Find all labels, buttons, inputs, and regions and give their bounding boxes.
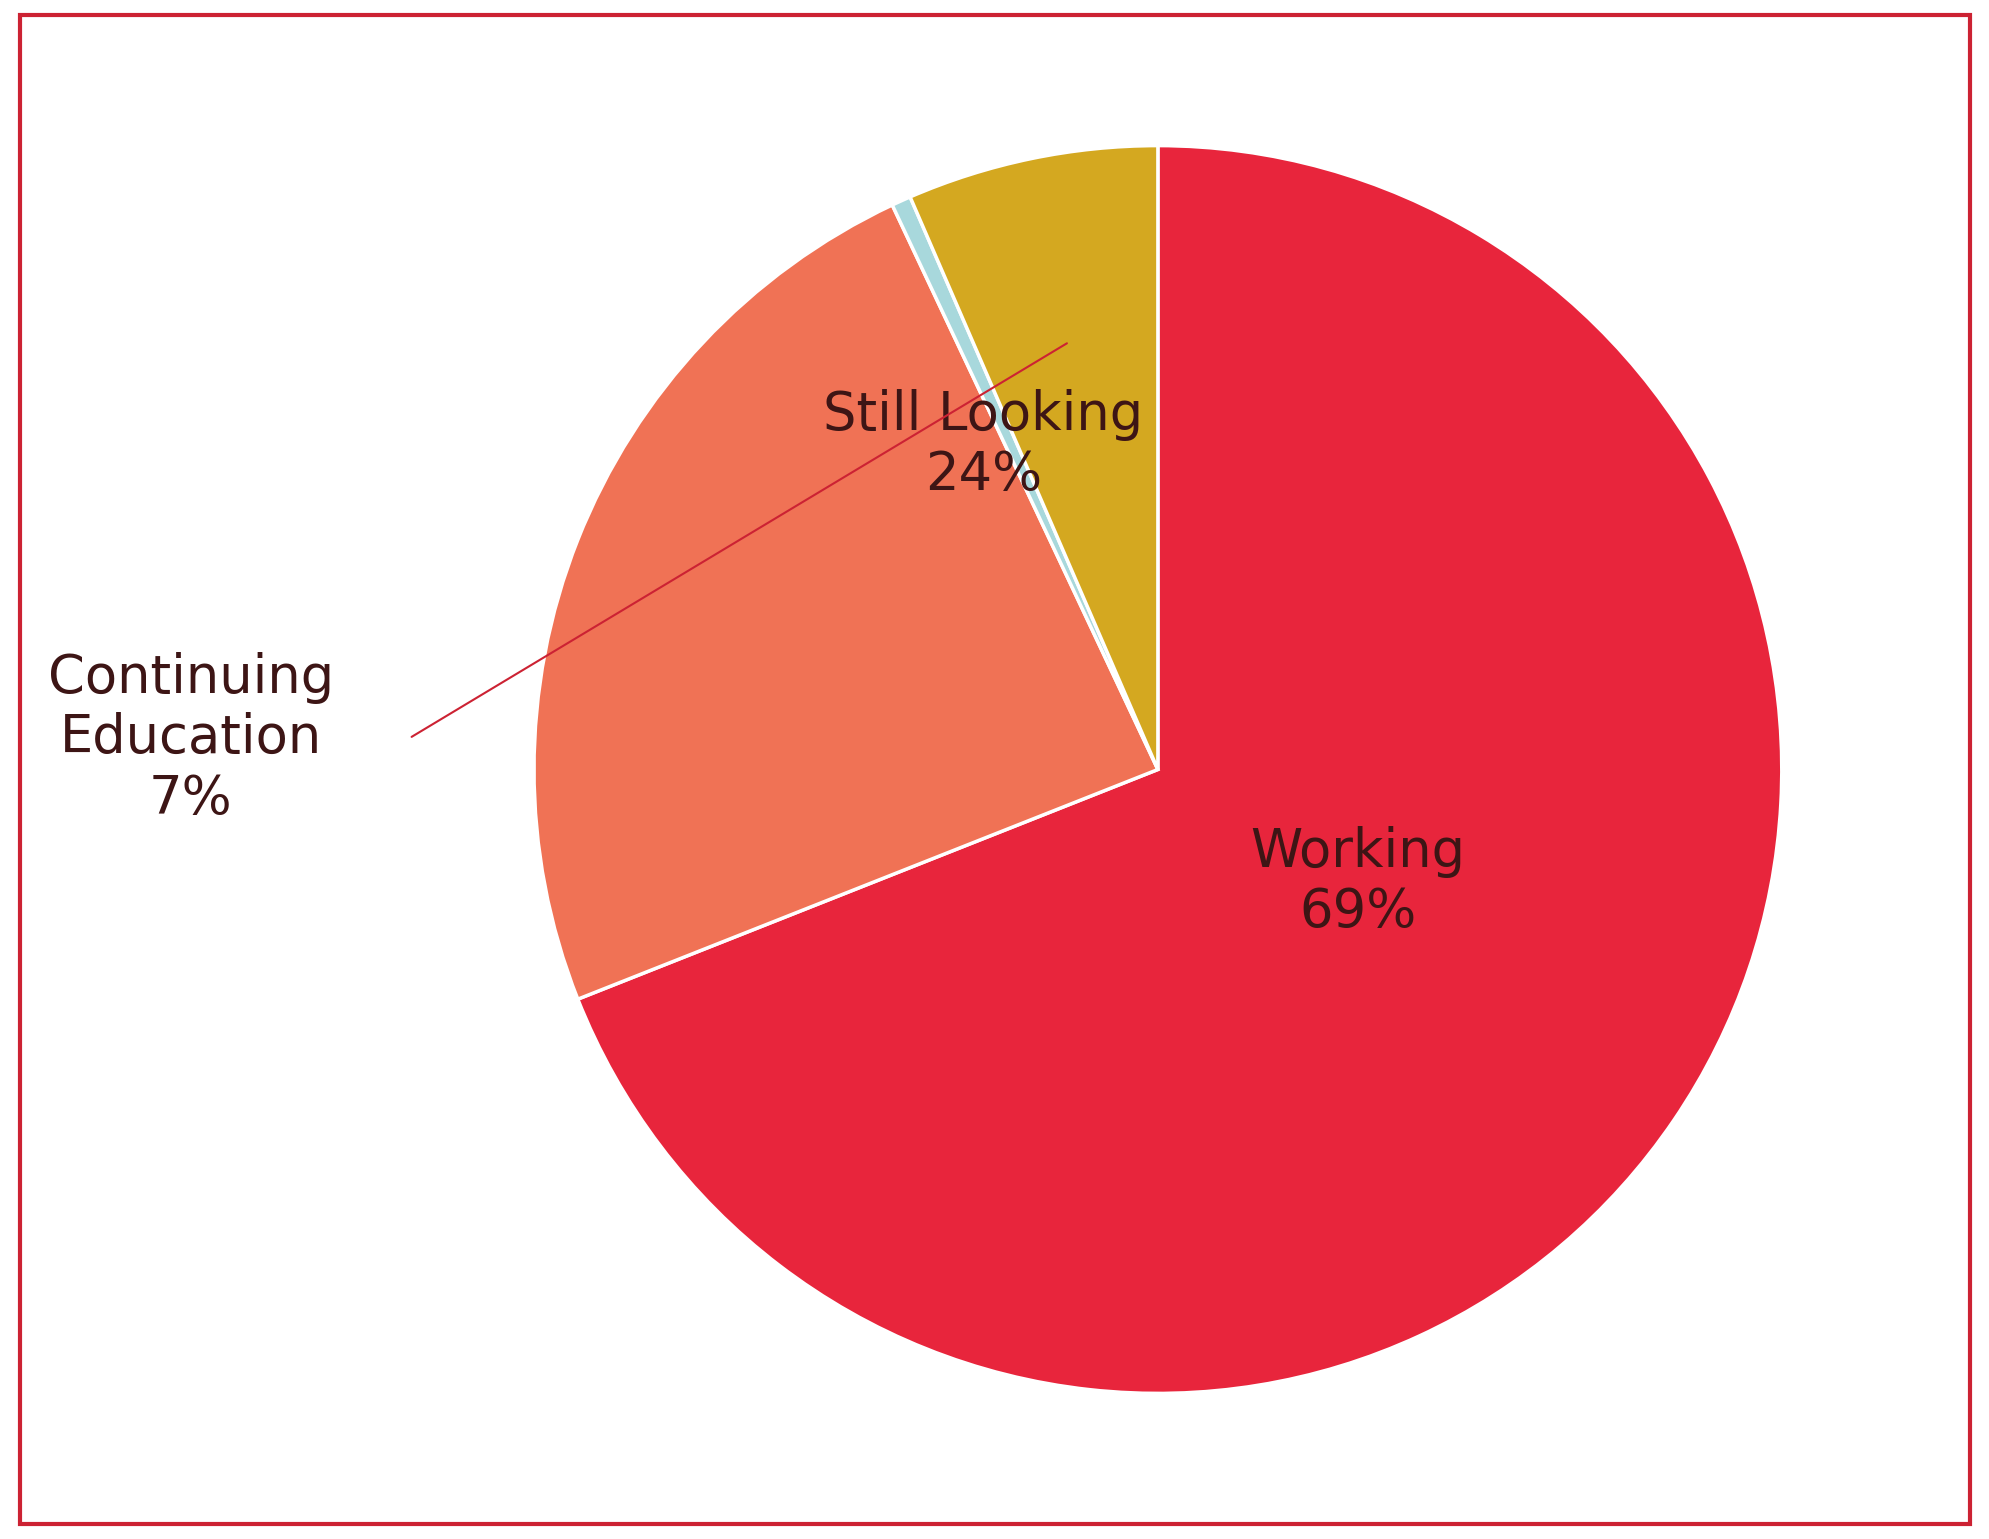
Wedge shape	[909, 146, 1158, 770]
Wedge shape	[533, 205, 1158, 999]
Text: Working
69%: Working 69%	[1249, 826, 1464, 937]
Text: Still Looking
24%: Still Looking 24%	[823, 389, 1144, 502]
Text: Continuing
Education
7%: Continuing Education 7%	[48, 653, 334, 825]
Wedge shape	[577, 146, 1780, 1393]
Wedge shape	[891, 197, 1158, 770]
